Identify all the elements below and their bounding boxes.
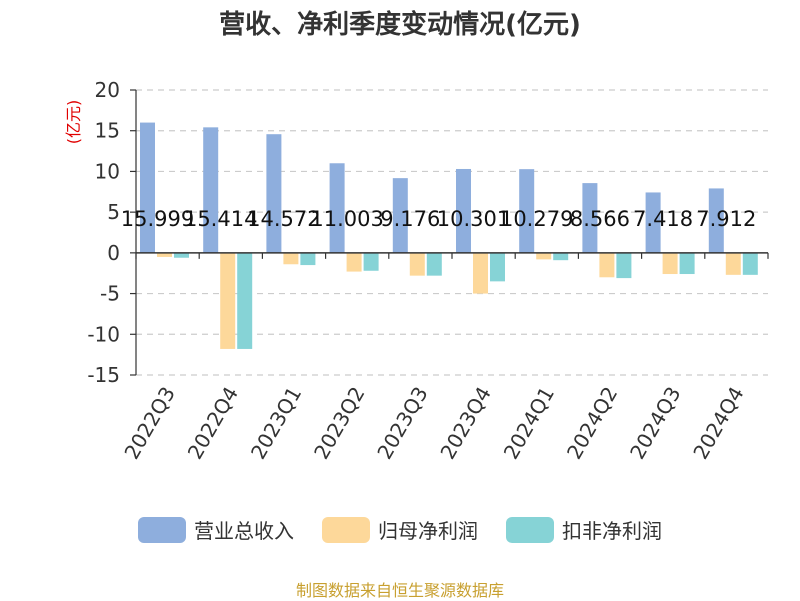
x-tick-label-3: 2023Q2 <box>309 383 369 464</box>
bar-s0-0 <box>140 122 155 253</box>
x-tick-label-6: 2024Q1 <box>499 383 559 464</box>
bar-s2-7 <box>616 252 632 279</box>
bar-s1-4 <box>409 252 425 276</box>
y-tick-label-6: -10 <box>87 322 120 346</box>
y-tick-label-4: 0 <box>107 241 120 265</box>
data-label-4: 9.176 <box>380 207 440 231</box>
x-tick-label-2: 2023Q1 <box>246 383 306 464</box>
data-label-1: 15.414 <box>184 207 257 231</box>
legend-item-net-profit[interactable]: 归母净利润 <box>322 515 478 544</box>
data-label-2: 14.572 <box>247 207 320 231</box>
bar-s2-4 <box>426 252 442 276</box>
data-source: 制图数据来自恒生聚源数据库 <box>295 581 504 600</box>
bar-s2-2 <box>300 252 316 266</box>
bar-s0-2 <box>266 134 282 253</box>
bar-s2-3 <box>363 252 379 271</box>
x-tick-label-4: 2023Q3 <box>372 383 432 464</box>
bar-s0-8 <box>645 192 661 253</box>
legend-label-deducted-profit: 扣非净利润 <box>562 519 662 543</box>
bar-s0-7 <box>582 183 598 253</box>
y-tick-label-5: -5 <box>100 282 120 306</box>
bar-s0-6 <box>519 169 535 253</box>
legend-swatch-revenue <box>138 516 186 543</box>
bar-s1-5 <box>473 252 488 294</box>
data-label-5: 10.301 <box>437 207 510 231</box>
data-label-7: 8.566 <box>570 207 630 231</box>
y-tick-label-7: -15 <box>87 363 120 387</box>
bar-s2-6 <box>553 252 569 261</box>
chart-title: 营收、净利季度变动情况(亿元) <box>219 10 581 40</box>
bar-s0-1 <box>203 127 219 253</box>
x-tick-label-1: 2022Q4 <box>183 383 243 464</box>
y-tick-label-3: 5 <box>107 200 120 224</box>
bar-s0-9 <box>708 188 724 253</box>
legend-label-revenue: 营业总收入 <box>194 519 294 543</box>
y-tick-label-2: 10 <box>95 159 120 183</box>
legend-swatch-net-profit <box>322 516 370 543</box>
bar-s0-5 <box>456 168 471 253</box>
data-label-8: 7.418 <box>633 207 693 231</box>
bar-s2-1 <box>237 252 253 349</box>
x-tick-label-7: 2024Q2 <box>562 383 622 464</box>
x-tick-label-9: 2024Q4 <box>688 383 748 464</box>
legend-label-net-profit: 归母净利润 <box>378 519 478 543</box>
data-label-9: 7.912 <box>696 207 756 231</box>
bar-s1-8 <box>662 252 678 275</box>
bar-s1-7 <box>599 252 615 278</box>
y-tick-label-1: 15 <box>95 119 120 143</box>
data-label-3: 11.003 <box>310 207 383 231</box>
bar-s0-3 <box>329 163 345 253</box>
legend-item-deducted-profit[interactable]: 扣非净利润 <box>506 515 662 544</box>
bar-s2-5 <box>490 252 505 282</box>
bar-s0-4 <box>392 178 408 253</box>
legend-swatch-deducted-profit <box>506 516 554 543</box>
data-label-6: 10.279 <box>500 207 573 231</box>
bar-s2-8 <box>679 252 695 275</box>
bar-s1-6 <box>536 252 552 260</box>
y-tick-label-0: 20 <box>95 78 120 102</box>
bar-s2-0 <box>174 252 189 258</box>
x-tick-label-8: 2024Q3 <box>625 383 685 464</box>
bar-s2-9 <box>742 252 758 275</box>
bar-s1-2 <box>283 252 299 265</box>
bar-s1-9 <box>725 252 741 275</box>
bar-s1-0 <box>157 252 172 257</box>
legend: 营业总收入 归母净利润 扣非净利润 <box>0 515 800 544</box>
legend-item-revenue[interactable]: 营业总收入 <box>138 515 294 544</box>
data-label-0: 15.999 <box>121 207 194 231</box>
bar-s1-1 <box>220 252 236 349</box>
bar-s1-3 <box>346 252 362 272</box>
x-tick-label-5: 2023Q4 <box>435 382 495 463</box>
x-tick-label-0: 2022Q3 <box>119 383 179 464</box>
